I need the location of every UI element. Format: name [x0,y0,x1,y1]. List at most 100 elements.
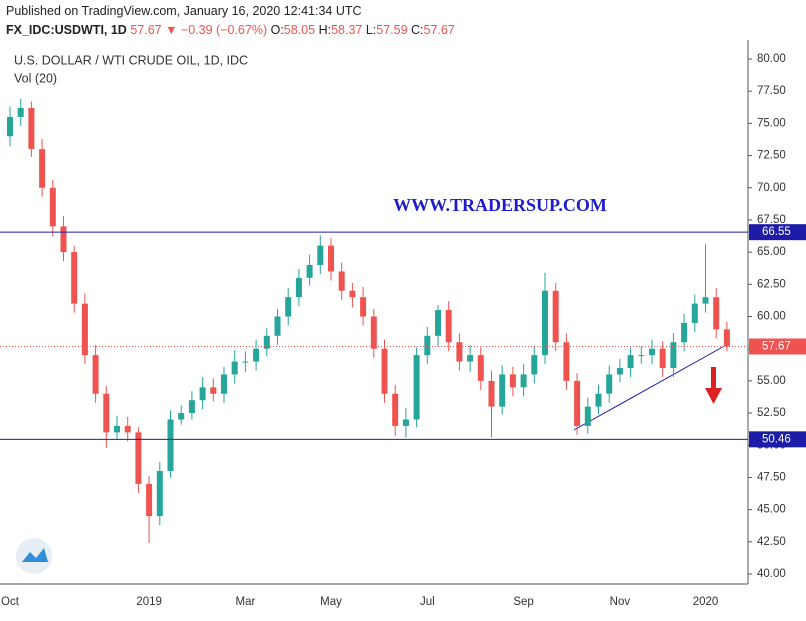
y-tick-label: 72.50 [757,150,786,162]
level-label: 50.46 [762,433,791,445]
ohlc-value: 57.67 [423,23,455,37]
logo [16,538,52,574]
quote-line: FX_IDC:USDWTI, 1D 57.67 ▼ −0.39 (−0.67%)… [6,21,455,40]
candle-body [167,419,174,471]
candle-body [188,400,195,414]
candle-body [467,355,474,362]
candle-body [488,380,495,407]
candle-body [520,374,527,388]
candle-body [681,322,688,343]
x-tick-label: 2020 [693,596,719,608]
candle-body [39,149,46,188]
watermark: WWW.TRADERSUP.COM [393,195,607,215]
candle-body [435,310,441,336]
candle-body [60,226,67,253]
candle-body [156,471,163,517]
candle-body [638,355,645,357]
logo-mark [22,548,48,562]
candle-body [231,361,238,375]
candle-body [263,335,270,349]
candle-body [17,107,24,117]
y-tick-label: 67.50 [757,214,786,226]
candle-body [456,342,463,362]
published: Published on TradingView.com, January 16… [6,4,362,18]
y-tick-label: 77.50 [757,85,786,97]
candle-body [574,380,581,426]
ohlc-value: 57.59 [376,23,408,37]
candle-body [210,387,217,394]
symbol: FX_IDC:USDWTI, 1D [6,23,127,37]
candle-body [49,187,56,227]
ohlc-value: 58.37 [331,23,363,37]
ohlc-value: 58.05 [283,23,316,37]
y-tick-label: 47.50 [757,471,786,483]
arrow-head [705,388,722,404]
candle-body [360,297,367,317]
y-tick-label: 65.00 [757,246,786,258]
candle-body [595,393,602,407]
candle-body [381,348,388,394]
candle-body [424,335,431,356]
x-tick-label: 2019 [136,596,162,608]
candle-body [499,374,506,407]
y-tick-label: 60.00 [757,311,786,323]
candle-body [649,348,655,356]
candle-body [221,374,227,394]
candle-body [28,107,35,150]
candle-body [253,348,260,362]
candle-body [285,297,292,317]
y-tick-label: 45.00 [757,504,786,516]
candle-body [242,361,249,363]
header: Published on TradingView.com, January 16… [6,2,455,40]
ohlc: O:58.05 H:58.37 L:57.59 C:57.67 [271,23,455,37]
candle-body [445,310,452,343]
down-arrow [705,367,722,404]
level-box [749,431,806,448]
candle-body [584,406,591,426]
change: ▼ −0.39 (−0.67%) [165,23,268,37]
candle-body [114,425,120,433]
candle-body [552,290,559,343]
x-tick-label: Oct [1,596,20,608]
y-tick-label: 70.00 [757,182,786,194]
x-tick-label: Jul [420,596,435,608]
candle-body [691,303,698,323]
candle-body [103,393,110,433]
chart-subtitle: Vol (20) [14,71,57,85]
candle-body [349,290,356,298]
candle-body [531,355,538,375]
x-tick-label: Nov [610,596,631,608]
candle-body [328,245,334,272]
candle-body [542,290,548,356]
candle-body [413,355,420,420]
last-price-box [749,338,806,355]
candle-body [178,413,185,420]
candle-body [670,342,677,368]
arrow-shaft [711,367,716,389]
candle-body [124,425,131,433]
candle-body [606,374,613,394]
level-label: 66.55 [762,226,791,238]
ohlc-key: O: [270,23,284,37]
candle-body [370,316,377,349]
candle-body [146,483,153,517]
candle-body [306,265,313,278]
candle-body [713,297,720,330]
candle-body [135,432,142,484]
candle-body [702,297,709,304]
candle-body [7,116,13,137]
x-tick-label: Sep [513,596,533,608]
ohlc-key: L: [365,23,377,37]
candle-body [509,374,516,388]
candle-body [274,316,281,336]
ohlc-key: C: [411,23,424,37]
candle-body [317,245,324,265]
y-tick-label: 62.50 [757,278,786,290]
candle-body [477,355,484,381]
y-tick-label: 42.50 [757,536,786,548]
x-tick-label: Mar [235,596,255,608]
last-price: 57.67 [130,23,162,37]
x-tick-label: May [320,596,342,608]
